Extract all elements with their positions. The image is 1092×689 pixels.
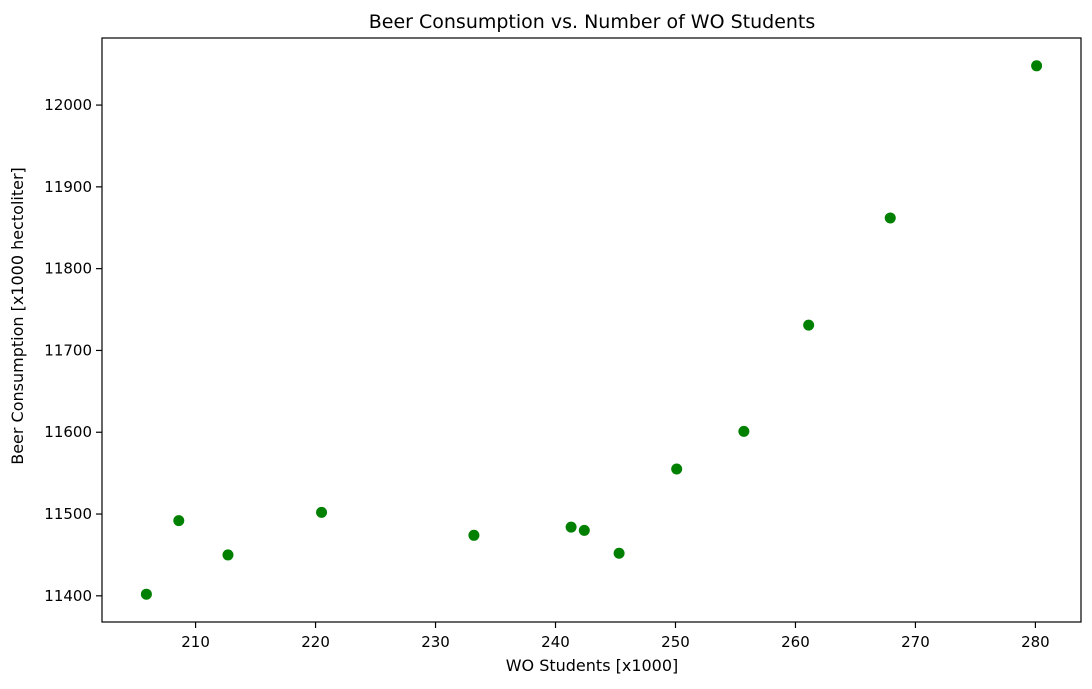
scatter-point [578, 524, 590, 536]
y-tick-label: 11500 [44, 505, 92, 523]
chart-title: Beer Consumption vs. Number of WO Studen… [369, 11, 816, 33]
x-tick-label: 240 [541, 633, 570, 651]
plot-area [101, 37, 1082, 623]
x-tick-label: 230 [421, 633, 450, 651]
scatter-point [613, 547, 625, 559]
y-tick-label: 11700 [44, 341, 92, 359]
x-tick-label: 260 [781, 633, 810, 651]
y-tick-label: 11600 [44, 423, 92, 441]
scatter-point [173, 515, 185, 527]
y-axis-label: Beer Consumption [x1000 hectoliter] [8, 167, 27, 465]
y-axis-ticks: 11400 11500 11600 11700 11800 11900 12000 [44, 96, 102, 605]
scatter-point [468, 529, 480, 541]
x-tick-label: 210 [181, 633, 210, 651]
scatter-point [803, 319, 815, 331]
x-axis-label: WO Students [x1000] [506, 656, 679, 675]
x-tick-label: 280 [1021, 633, 1050, 651]
scatter-point [565, 521, 577, 533]
scatter-point [140, 588, 152, 600]
scatter-point [222, 549, 234, 561]
data-points [140, 60, 1043, 600]
y-tick-label: 11800 [44, 260, 92, 278]
x-tick-label: 220 [301, 633, 330, 651]
scatter-point [1031, 60, 1043, 72]
y-tick-label: 11400 [44, 587, 92, 605]
y-tick-label: 11900 [44, 178, 92, 196]
x-tick-label: 250 [661, 633, 690, 651]
scatter-point [316, 506, 328, 518]
y-tick-label: 12000 [44, 96, 92, 114]
scatter-point [671, 463, 683, 475]
scatter-point [884, 212, 896, 224]
x-axis-ticks: 210 220 230 240 250 260 270 280 [181, 622, 1050, 651]
x-tick-label: 270 [901, 633, 930, 651]
plot-frame [101, 37, 1082, 623]
scatter-point [738, 425, 750, 437]
